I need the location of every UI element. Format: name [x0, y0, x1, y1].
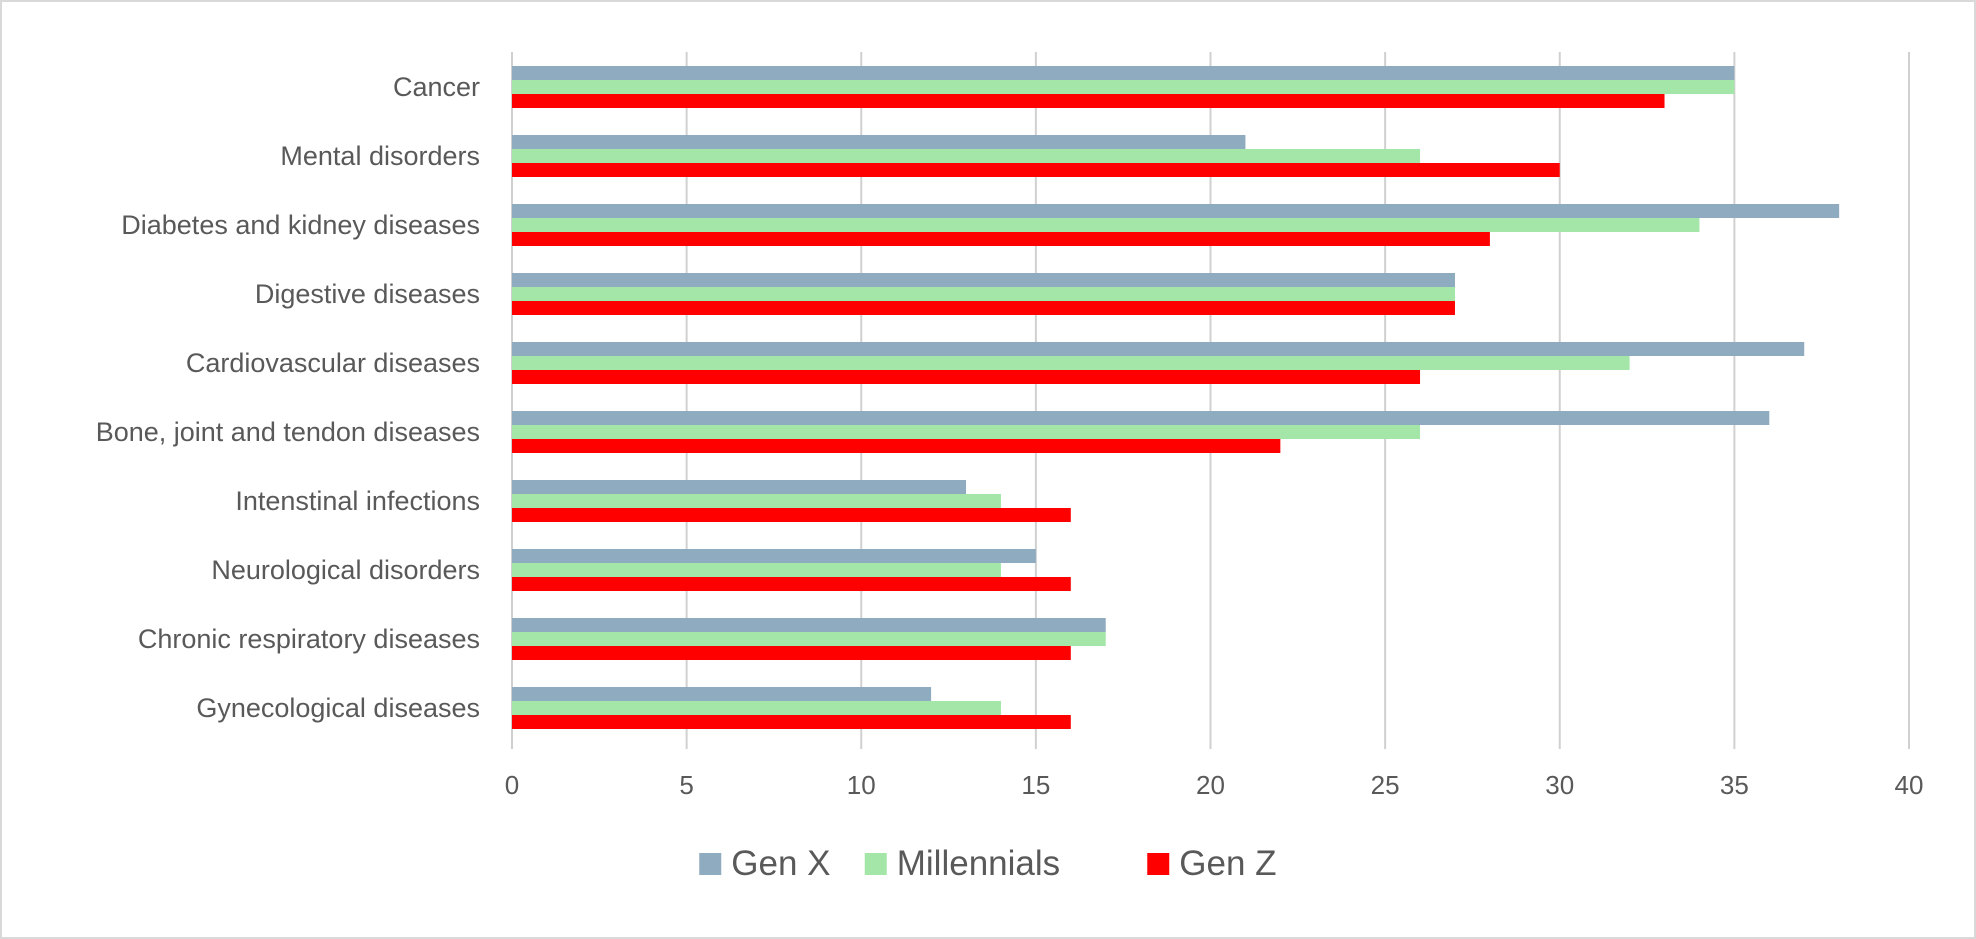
bar-gen-x-0	[512, 66, 1735, 80]
category-labels: Cancer Mental disorders Diabetes and kidne…	[96, 72, 480, 723]
x-tick-label: 40	[1895, 770, 1924, 800]
x-tick-label: 35	[1720, 770, 1749, 800]
category-label: Diabetes and kidney diseases	[121, 210, 480, 240]
bar-gen-x-4	[512, 342, 1805, 356]
bar-millennials-5	[512, 425, 1421, 439]
bar-gen-z-9	[512, 715, 1071, 729]
legend-label: Gen X	[731, 844, 830, 883]
category-label: Cardiovascular diseases	[186, 348, 480, 378]
x-tick-label: 25	[1371, 770, 1400, 800]
bar-gen-z-4	[512, 370, 1421, 384]
bar-millennials-1	[512, 149, 1421, 163]
x-axis-tick-labels: 0 5 10 15 20 25 30 35 40	[505, 770, 1924, 800]
bar-gen-z-7	[512, 577, 1071, 591]
x-tick-label: 20	[1196, 770, 1225, 800]
x-tick-label: 0	[505, 770, 519, 800]
bar-gen-x-5	[512, 411, 1770, 425]
bar-gen-x-1	[512, 135, 1246, 149]
legend-item-gen-x: Gen X	[699, 844, 830, 883]
category-label: Digestive diseases	[255, 279, 480, 309]
category-label: Chronic respiratory diseases	[138, 624, 480, 654]
bars	[512, 66, 1840, 729]
bar-millennials-2	[512, 218, 1700, 232]
bar-millennials-7	[512, 563, 1001, 577]
legend-item-gen-z: Gen Z	[1147, 844, 1277, 883]
bar-gen-z-3	[512, 301, 1455, 315]
category-label: Cancer	[393, 72, 480, 102]
bar-gen-z-8	[512, 646, 1071, 660]
bar-millennials-3	[512, 287, 1455, 301]
category-label: Mental disorders	[280, 141, 480, 171]
category-label: Bone, joint and tendon diseases	[96, 417, 480, 447]
legend-swatch	[864, 853, 887, 875]
x-tick-label: 5	[679, 770, 693, 800]
x-tick-label: 10	[847, 770, 876, 800]
x-tick-label: 30	[1545, 770, 1574, 800]
bar-gen-x-9	[512, 687, 932, 701]
legend-item-millennials: Millennials	[864, 844, 1060, 883]
bar-millennials-6	[512, 494, 1001, 508]
bar-gen-x-8	[512, 618, 1106, 632]
bar-gen-x-7	[512, 549, 1036, 563]
bar-millennials-9	[512, 701, 1001, 715]
bar-gen-z-5	[512, 439, 1281, 453]
bar-millennials-4	[512, 356, 1630, 370]
bar-gen-z-6	[512, 508, 1071, 522]
bar-millennials-0	[512, 80, 1735, 94]
category-label: Neurological disorders	[211, 555, 480, 585]
bar-millennials-8	[512, 632, 1106, 646]
category-label: Gynecological diseases	[196, 693, 480, 723]
legend: Gen X Millennials Gen Z	[699, 844, 1277, 883]
bar-gen-z-1	[512, 163, 1560, 177]
bar-gen-x-2	[512, 204, 1840, 218]
legend-label: Millennials	[897, 844, 1060, 883]
bar-gen-x-6	[512, 480, 967, 494]
legend-swatch	[1147, 853, 1170, 875]
legend-label: Gen Z	[1179, 844, 1276, 883]
bar-gen-z-0	[512, 94, 1665, 108]
legend-swatch	[699, 853, 722, 875]
category-label: Intenstinal infections	[235, 486, 480, 516]
bar-gen-x-3	[512, 273, 1455, 287]
bar-gen-z-2	[512, 232, 1490, 246]
x-tick-label: 15	[1021, 770, 1050, 800]
